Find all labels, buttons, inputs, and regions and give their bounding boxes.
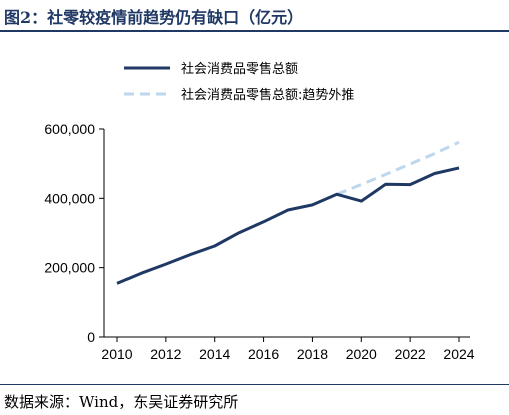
source-bar: 数据来源：Wind，东吴证券研究所: [0, 384, 509, 415]
x-tick-label: 2016: [248, 346, 279, 362]
trend-series-line: [336, 140, 460, 196]
x-tick-label: 2014: [199, 346, 230, 362]
x-tick-label: 2018: [297, 346, 328, 362]
chart-title: 图2：社零较疫情前趋势仍有缺口（亿元）: [4, 8, 304, 27]
series-layer: [116, 140, 460, 285]
legend-label: 社会消费品零售总额: [181, 61, 298, 77]
actual-series-line: [116, 166, 460, 285]
y-tick-label: 200,000: [44, 260, 95, 276]
axes: 0 200,000 400,000 600,000 2010 2012 2014 2016 20…: [44, 121, 474, 362]
y-tick-label: 600,000: [44, 121, 95, 137]
source-note: 数据来源：Wind，东吴证券研究所: [4, 393, 239, 411]
legend-label: 社会消费品零售总额:趋势外推: [181, 87, 354, 103]
x-tick-label: 2024: [443, 346, 474, 362]
y-tick-label: 0: [87, 329, 95, 345]
title-bar: 图2：社零较疫情前趋势仍有缺口（亿元）: [0, 0, 509, 32]
line-chart: 0 200,000 400,000 600,000 2010 2012 2014 2016 20…: [44, 61, 474, 362]
x-tick-label: 2012: [150, 346, 181, 362]
x-tick-label: 2022: [395, 346, 426, 362]
x-tick-label: 2020: [346, 346, 377, 362]
y-tick-label: 400,000: [44, 190, 95, 206]
x-tick-label: 2010: [101, 346, 132, 362]
